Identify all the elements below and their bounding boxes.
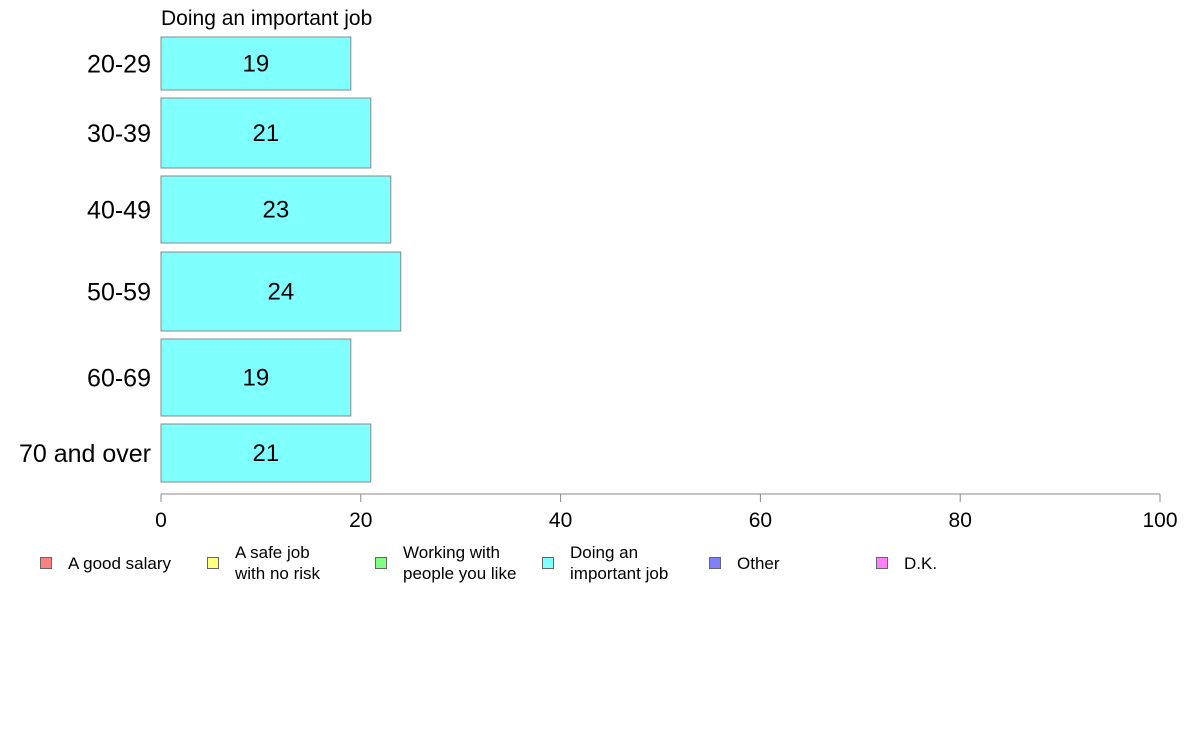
x-tick-label: 0 [155, 509, 167, 532]
legend-swatch [375, 557, 387, 569]
data-label: 21 [253, 440, 280, 467]
legend-label: D.K. [904, 553, 938, 573]
legend-label: A safe job with no risk [235, 543, 321, 583]
category-label: 30-39 [87, 120, 151, 148]
legend-item: D.K. [876, 540, 937, 586]
x-tick-label: 60 [749, 509, 772, 532]
x-tick-label: 100 [1142, 509, 1177, 532]
category-label: 40-49 [87, 197, 151, 225]
legend-label: Other [737, 553, 780, 573]
legend: A good salary A safe job with no risk Work… [0, 540, 1188, 600]
legend-swatch [709, 557, 721, 569]
legend-swatch [876, 557, 888, 569]
x-tick-label: 80 [949, 509, 972, 532]
data-label: 23 [263, 197, 290, 224]
bar-20-29 [160, 36, 352, 91]
data-label: 21 [253, 120, 280, 147]
legend-item: A good salary [40, 540, 171, 586]
legend-item: Doing an important job [542, 540, 668, 586]
x-axis: 0 20 40 60 80 100 [155, 493, 1178, 532]
bar-60-69 [160, 338, 352, 417]
category-label: 50-59 [87, 279, 151, 307]
category-label: 60-69 [87, 365, 151, 393]
bar-40-49 [160, 175, 392, 244]
bars-group: 19 20-29 21 30-39 23 40-49 24 50-59 19 60-69 21 70 … [19, 36, 402, 483]
data-label: 19 [243, 365, 270, 392]
chart-title: Doing an important job [161, 7, 372, 30]
legend-swatch [207, 557, 219, 569]
legend-swatch [542, 557, 554, 569]
x-tick-label: 40 [549, 509, 572, 532]
bar-30-39 [160, 97, 372, 169]
legend-swatch [40, 557, 52, 569]
x-tick-label: 20 [349, 509, 372, 532]
bar-chart: Doing an important job 19 20-29 21 30-39 23 4… [19, 7, 1178, 532]
data-label: 24 [268, 279, 295, 306]
bar-50-59 [160, 251, 402, 332]
legend-label: A good salary [68, 553, 172, 573]
category-label: 70 and over [19, 440, 151, 468]
legend-item: A safe job with no risk [207, 540, 320, 586]
bar-70-and-over [160, 423, 372, 483]
legend-label: Doing an important job [570, 543, 669, 583]
data-label: 19 [243, 51, 270, 78]
legend-label: Working with people you like [403, 543, 517, 583]
category-label: 20-29 [87, 51, 151, 79]
legend-item: Other [709, 540, 780, 586]
legend-item: Working with people you like [375, 540, 516, 586]
